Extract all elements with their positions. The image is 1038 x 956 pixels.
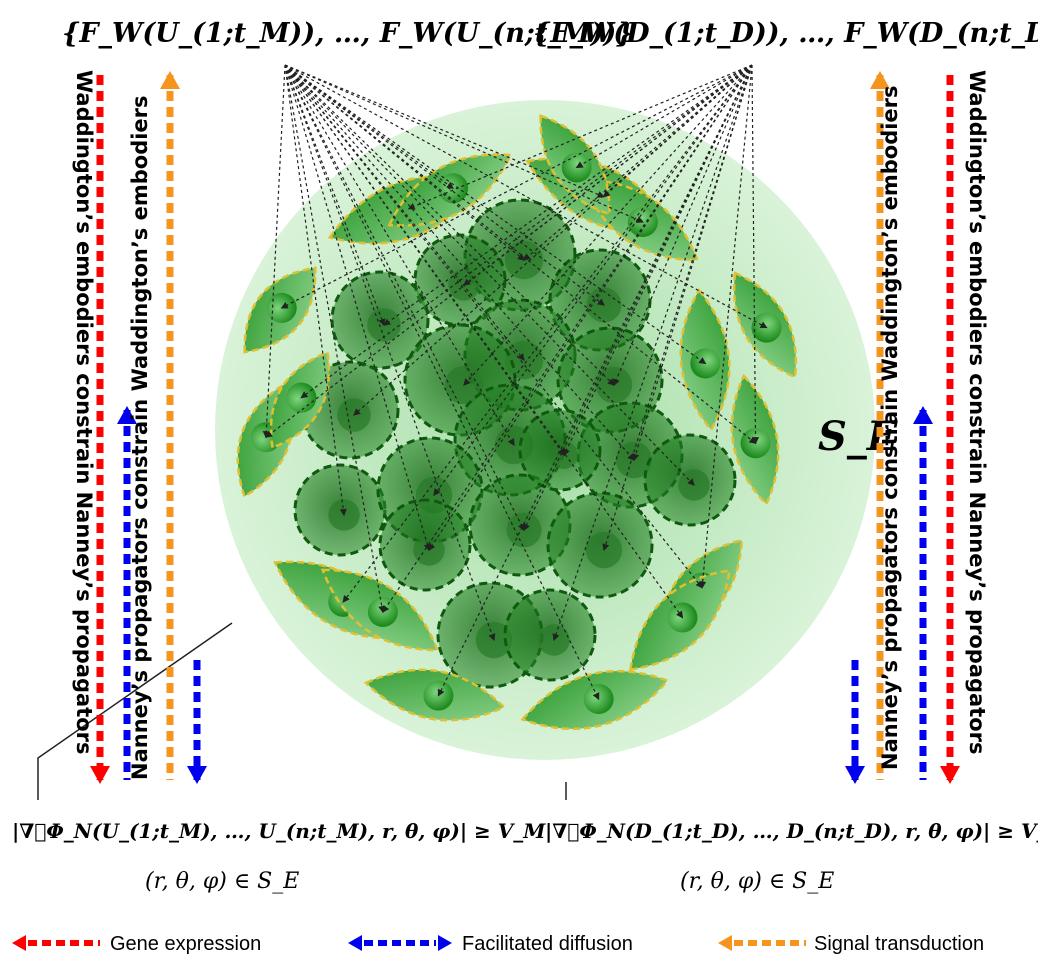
right-red-arrow-head-bottom-icon [940,766,960,784]
left-blue-lower-arrow-head-bottom-icon [187,766,207,784]
signal-line [284,64,386,614]
signal-line [284,64,615,386]
signal-line [284,64,695,486]
signal-line [433,64,753,496]
sphere-label: S_E [818,413,898,460]
legend-diffusion-left-arrow-icon [348,935,362,951]
legend: Gene expression Facilitated diffusion Si… [12,933,984,955]
outer-cell [243,266,317,354]
right-inner-label: Nanney’s propagators constrain Waddingto… [878,85,902,770]
right-blue-arrow-head-top-icon [913,406,933,424]
legend-signal-arrow-icon [718,935,732,951]
signal-line [284,64,454,189]
right-outer-label: Waddington’s embodiers constrain Nanney’… [965,70,989,755]
signal-line [342,64,753,603]
signal-line [284,64,644,223]
top-left-formula: {F_W(U_(1;t_M)), …, F_W(U_(n;t_M))} [62,18,634,49]
signal-line [265,64,753,438]
left-blue-arrow-head-top-icon [117,406,137,424]
left-outer-label: Waddington’s embodiers constrain Nanney’… [72,70,96,755]
signal-line [284,64,635,461]
signal-line [284,64,347,517]
top-right-formula: {F_W(D_(1;t_D)), …, F_W(D_(n;t_D))} [533,18,1038,49]
signal-line [284,64,515,447]
bottom-left-domain: (r, θ, φ) ∈ S_E [145,869,299,894]
signal-line [284,64,605,306]
signal-line [284,64,600,701]
signal-line [382,64,753,614]
right-orange-arrow-head-top-icon [870,71,890,89]
legend-signal-label: Signal transduction [814,933,984,955]
legend-gene-arrow-icon [12,935,26,951]
signal-lines [262,64,768,701]
signal-line [284,64,386,327]
legend-facilitated-diffusion: Facilitated diffusion [348,933,633,955]
signal-line [563,64,753,457]
signal-line [523,64,753,261]
left-inner-label: Nanney’s propagators constrain Waddingto… [128,95,152,780]
bottom-left-formula: |∇⃗Φ_N(U_(1;t_M), …, U_(n;t_M), r, θ, φ)… [12,819,546,843]
right-blue-lower-arrow-head-bottom-icon [845,766,865,784]
signal-line [284,64,757,444]
legend-diffusion-label: Facilitated diffusion [462,933,633,955]
signal-line [284,64,768,329]
vertical-arrows [90,71,960,784]
signal-line [613,64,753,387]
legend-gene-expression: Gene expression [12,933,261,955]
legend-gene-label: Gene expression [110,933,261,955]
legend-signal-transduction: Signal transduction [718,933,984,955]
left-red-arrow-head-bottom-icon [90,766,110,784]
signal-line [284,64,431,552]
signal-line [262,64,286,439]
signal-line [353,64,753,416]
signal-line [280,64,753,309]
signal-line [552,64,753,642]
signal-line [407,64,753,210]
bottom-right-domain: (r, θ, φ) ∈ S_E [680,869,834,894]
signal-line [284,64,707,365]
left-orange-arrow-head-top-icon [160,71,180,89]
bottom-right-formula: |∇⃗Φ_N(D_(1;t_D), …, D_(n;t_D), r, θ, φ)… [545,819,1038,843]
signal-line [575,64,753,169]
signal-line [602,64,753,552]
legend-diffusion-right-arrow-icon [438,935,452,951]
